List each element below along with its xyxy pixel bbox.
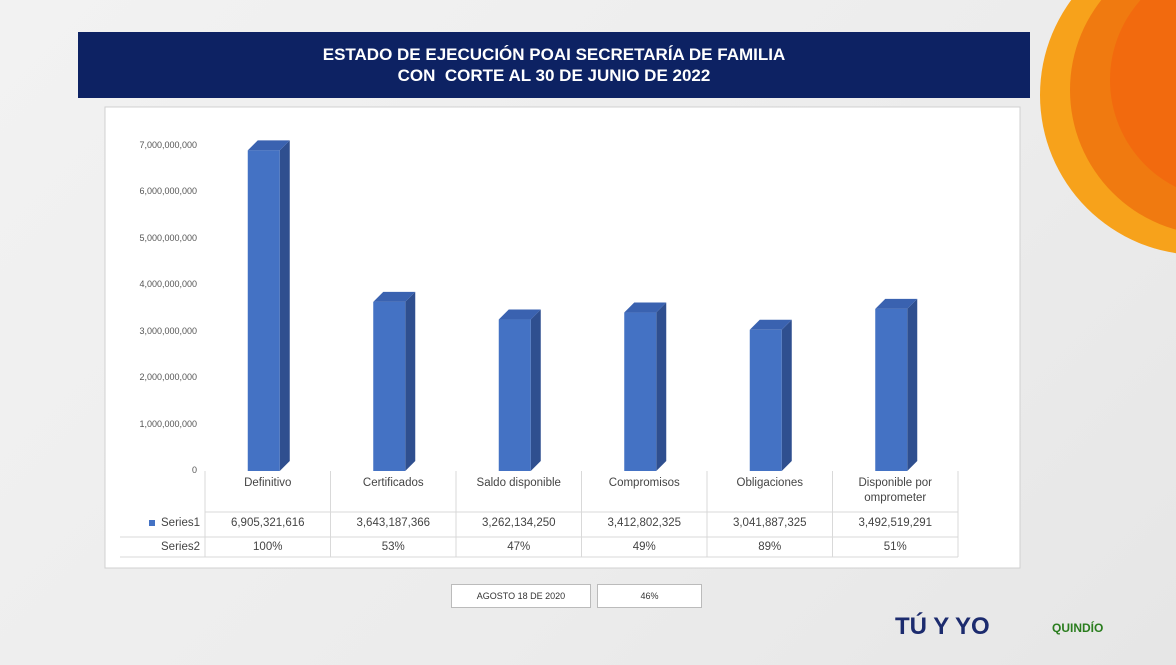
percent-box: 46%: [597, 584, 702, 608]
y-tick-label: 5,000,000,000: [139, 232, 197, 243]
bar-side: [530, 309, 541, 471]
bar-top: [498, 309, 541, 320]
table-value: 47%: [507, 541, 531, 553]
y-tick-label: 6,000,000,000: [139, 186, 197, 197]
marks: [120, 140, 959, 558]
y-tick-label: 0: [191, 465, 197, 475]
table-value: 3,262,134,250: [481, 517, 556, 529]
bar-top: [247, 140, 290, 151]
slide-title: ESTADO DE EJECUCIÓN POAI SECRETARÍA DE F…: [78, 32, 1030, 98]
table-value: 51%: [883, 541, 907, 553]
x-tick-label: Definitivo: [244, 477, 292, 489]
bar-top: [749, 319, 792, 330]
bar: [247, 150, 280, 471]
table-value: 100%: [253, 541, 283, 553]
orange-shape: [1110, 0, 1176, 188]
bar-top: [624, 302, 667, 313]
title-line: CON CORTE AL 30 DE JUNIO DE 2022: [397, 66, 711, 85]
table-value: 49%: [632, 541, 656, 553]
date: AGOSTO 18 DE 2020: [476, 591, 566, 601]
bar-side: [656, 302, 667, 471]
bar: [749, 329, 782, 471]
y-tick-label: 2,000,000,000: [139, 372, 197, 383]
x-tick-label: Compromisos: [608, 477, 680, 489]
y-tick-label: 4,000,000,000: [139, 279, 197, 290]
bar-top: [875, 298, 918, 309]
bar: [498, 319, 531, 471]
y-tick-label: 1,000,000,000: [139, 418, 197, 429]
date-box: AGOSTO 18 DE 2020: [451, 584, 591, 608]
logo: TÚ Y YO: [895, 613, 990, 640]
legend-label: Series2: [161, 541, 200, 553]
x-tick-label: Saldo disponible: [476, 477, 561, 489]
bar-side: [907, 298, 918, 471]
table-value: 3,643,187,366: [356, 517, 431, 529]
legend-swatch: [149, 520, 155, 526]
bar-side: [781, 319, 792, 471]
logo: QUINDÍO: [1052, 621, 1104, 635]
y-tick-label: 3,000,000,000: [139, 325, 197, 336]
bar: [624, 312, 657, 471]
table-value: 89%: [758, 541, 782, 553]
decoration: [1040, 0, 1176, 254]
table-value: 3,492,519,291: [858, 517, 933, 529]
y-tick-label: 7,000,000,000: [139, 140, 197, 150]
bar-top: [373, 291, 416, 302]
x-tick-label: Disponible por omprometer: [858, 477, 932, 504]
table-value: 3,412,802,325: [607, 517, 682, 529]
table-value: 6,905,321,616: [230, 517, 305, 529]
legend-label: Series1: [161, 517, 200, 529]
title-line: ESTADO DE EJECUCIÓN POAI SECRETARÍA DE F…: [322, 45, 786, 64]
x-tick-label: Obligaciones: [736, 477, 803, 489]
bar-side: [279, 140, 290, 471]
bar: [373, 301, 406, 471]
bar: [875, 308, 908, 471]
bar-side: [405, 291, 416, 471]
table-value: 3,041,887,325: [732, 517, 807, 529]
table-value: 53%: [381, 541, 405, 553]
x-tick-label: Certificados: [362, 477, 424, 489]
percent: 46%: [640, 591, 659, 601]
